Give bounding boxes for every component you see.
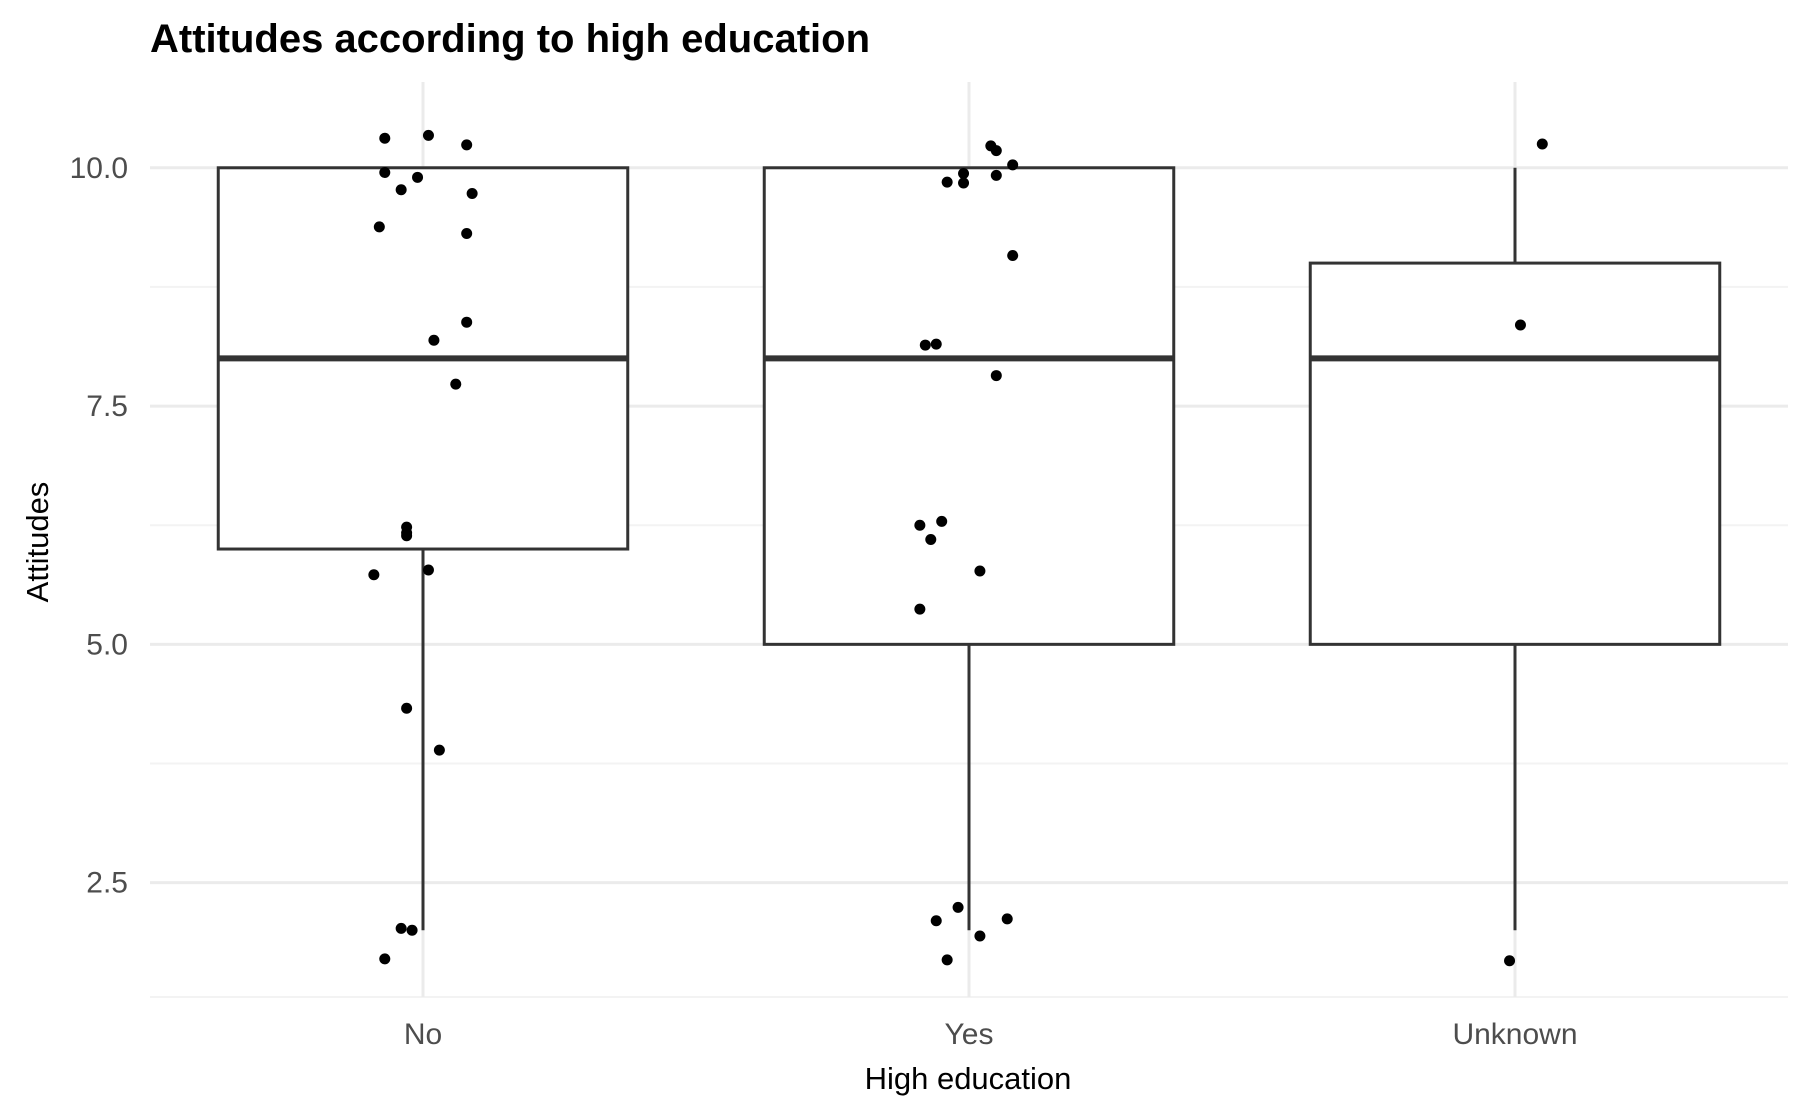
data-point-no [395,922,407,934]
data-point-yes [941,176,953,188]
data-point-no [461,316,473,328]
data-point-unknown [1514,319,1526,331]
data-point-no [401,530,413,542]
data-point-yes [914,603,926,615]
data-point-no [428,334,440,346]
data-point-yes [974,565,986,577]
data-point-yes [990,169,1002,181]
data-point-yes [958,177,970,189]
data-point-no [433,744,445,756]
box-layer [216,166,1722,931]
data-point-yes [930,338,942,350]
data-point-yes [974,930,986,942]
data-point-no [412,171,424,183]
data-point-no [395,184,407,196]
data-point-yes [1007,159,1019,171]
data-point-unknown [1504,955,1516,967]
data-point-yes [990,370,1002,382]
data-point-no [379,132,391,144]
x-tick-label: Yes [945,1018,994,1051]
data-point-no [461,228,473,240]
data-point-no [379,953,391,965]
y-tick-label: 10.0 [70,152,128,185]
data-point-yes [936,515,948,527]
data-point-yes [952,901,964,913]
data-point-yes [958,168,970,179]
data-point-yes [1007,249,1019,261]
box-unknown [1308,261,1722,646]
y-axis-title: Attitudes [20,482,55,603]
data-point-yes [990,145,1002,157]
data-point-no [422,129,434,141]
data-point-no [461,139,473,151]
y-tick-labels: 2.5 5.0 7.5 10.0 [70,152,128,900]
data-point-unknown [1536,138,1548,150]
data-point-yes [925,534,937,545]
data-point-no [466,188,478,200]
chart-title: Attitudes according to high education [150,17,870,61]
data-point-yes [930,915,942,927]
data-point-no [379,167,391,179]
data-point-no [450,378,462,390]
data-point-no [373,221,385,233]
data-point-no [422,564,434,576]
x-axis-title: High education [865,1061,1072,1096]
data-point-no [368,569,380,581]
x-tick-label: Unknown [1452,1018,1577,1051]
x-tick-label: No [404,1018,442,1051]
y-tick-label: 5.0 [86,628,128,661]
y-tick-label: 2.5 [86,867,128,900]
data-point-yes [1001,913,1013,925]
data-point-no [406,924,418,936]
point-layer [368,129,1548,967]
data-point-yes [919,339,931,351]
data-point-yes [914,519,926,531]
x-tick-labels: No Yes Unknown [404,1018,1578,1051]
data-point-yes [941,954,953,966]
data-point-no [401,702,413,714]
box-yes [762,166,1176,646]
y-tick-label: 7.5 [86,390,128,423]
